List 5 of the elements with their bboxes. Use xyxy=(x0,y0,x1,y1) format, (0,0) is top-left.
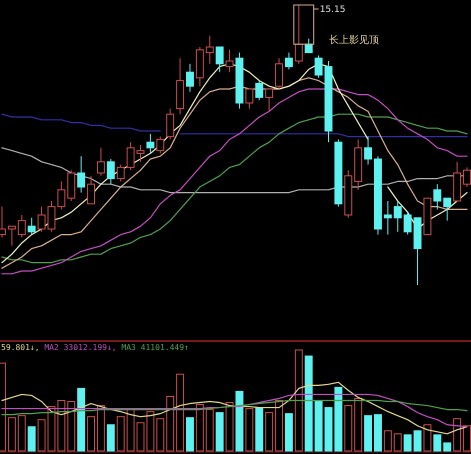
annotation: 15.15 xyxy=(320,5,346,15)
annotation: MA3 41101.449↑ xyxy=(116,343,189,352)
annotation: 长上影见顶 xyxy=(328,34,379,46)
annotation: 59.801↓, xyxy=(1,343,40,352)
annotation: MA2 33012.199↓, xyxy=(40,343,117,352)
